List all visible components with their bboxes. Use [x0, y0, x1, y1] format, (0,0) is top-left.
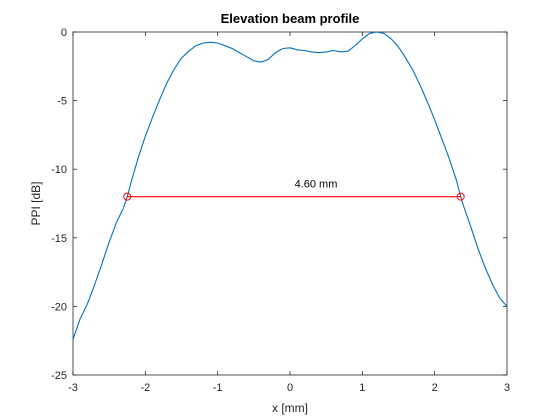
x-tick-label: 2 — [432, 382, 438, 394]
chart-title: Elevation beam profile — [221, 11, 360, 26]
plot-area — [72, 31, 508, 376]
y-tick-label: -20 — [51, 301, 67, 313]
x-tick-label: -2 — [140, 382, 150, 394]
x-tick-label: 3 — [504, 382, 510, 394]
x-tick-label: 0 — [287, 382, 293, 394]
y-tick-label: -15 — [51, 233, 67, 245]
width-marker-left-point — [123, 192, 132, 201]
y-tick-label: -5 — [57, 96, 67, 108]
y-tick-label: -25 — [51, 370, 67, 382]
axis-tick-labels: -3 -2 -1 0 1 2 3-25-20-15-10-50 — [51, 27, 510, 394]
y-axis-label: PPI [dB] — [29, 181, 43, 225]
axis-ticks — [72, 31, 508, 376]
y-tick-label: 0 — [61, 27, 67, 39]
x-tick-label: 1 — [359, 382, 365, 394]
y-tick-label: -10 — [51, 164, 67, 176]
width-marker-right-point — [456, 192, 465, 201]
x-tick-label: -3 — [68, 382, 78, 394]
x-axis-label: x [mm] — [272, 401, 308, 415]
series-line — [72, 31, 508, 340]
width-annotation-label: 4.60 mm — [295, 179, 338, 191]
x-tick-label: -1 — [213, 382, 223, 394]
